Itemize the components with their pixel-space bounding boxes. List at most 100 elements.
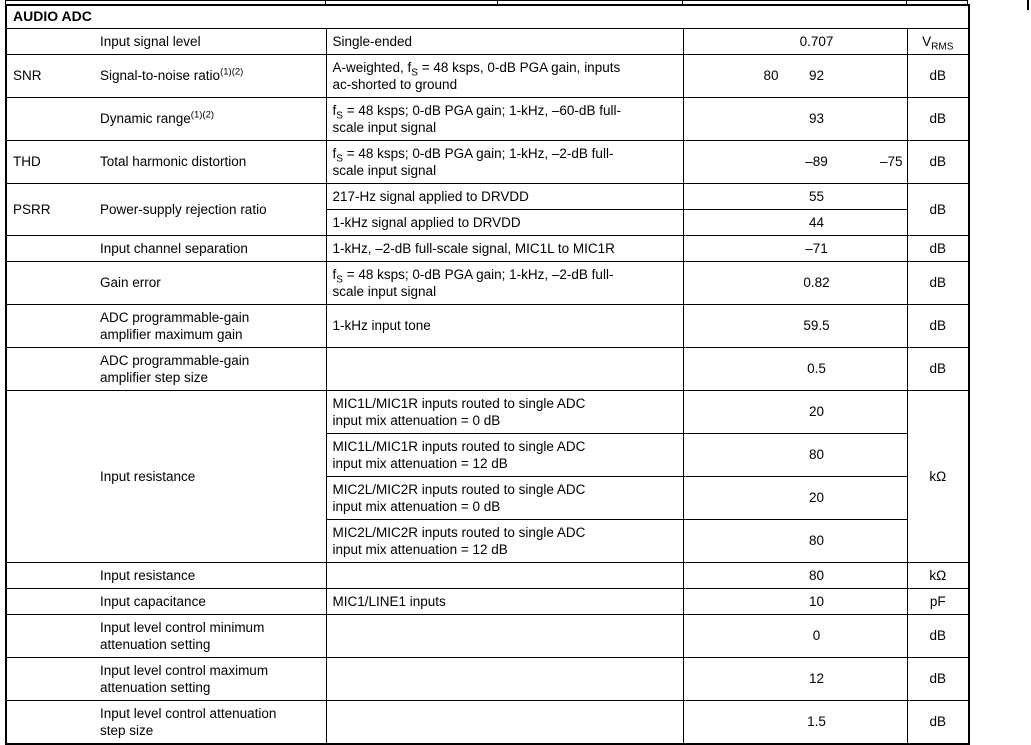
unit-cell: kΩ — [906, 561, 970, 589]
table-row: Input channel separation 1-kHz, –2-dB ful… — [5, 234, 970, 262]
condition-cell — [325, 613, 684, 658]
table-row: Gain error fS = 48 ksps; 0-dB PGA gain; 1… — [5, 260, 970, 305]
condition-cell: A-weighted, fS = 48 ksps, 0-dB PGA gain,… — [325, 53, 684, 98]
table-row: 1-kHz signal applied to DRVDD 44 — [6, 208, 969, 236]
value-grid: 80 — [684, 446, 907, 463]
value-typ: 20 — [808, 490, 825, 505]
condition-cell: 1-kHz signal applied to DRVDD — [325, 208, 684, 236]
unit-cell: dB — [906, 234, 970, 262]
table-row: Input level control attenuation step siz… — [5, 699, 970, 744]
parameter-wrap: Input resistance — [13, 567, 320, 584]
parameter-cell: THD Total harmonic distortion — [5, 139, 327, 184]
value-cell: 0.82 — [682, 260, 908, 305]
value-typ: 0 — [812, 628, 821, 643]
condition-cell: MIC2L/MIC2R inputs routed to single ADC … — [325, 518, 684, 563]
table-row: PSRR Power-supply rejection ratio 217-Hz s… — [5, 182, 970, 236]
value-typ: 10 — [808, 593, 825, 609]
table-row: Input capacitance MIC1/LINE1 inputs 10 pF — [5, 587, 970, 615]
parameter-name: ADC programmable-gain amplifier step siz… — [100, 352, 250, 385]
unit-cell: pF — [906, 587, 970, 615]
parameter-cell: Input capacitance — [5, 587, 327, 615]
parameter-name: Input signal level — [100, 33, 201, 49]
parameter-wrap: SNR Signal-to-noise ratio(1)(2) — [13, 67, 320, 84]
parameter-name: Input level control maximum attenuation … — [100, 662, 269, 695]
table-border-tick — [967, 1, 968, 4]
condition-cell — [325, 699, 684, 744]
value-cell: 80 — [682, 432, 908, 477]
parameter-cell: ADC programmable-gain amplifier maximum … — [5, 303, 327, 348]
value-typ: 12 — [808, 671, 825, 686]
value-typ: 93 — [808, 111, 825, 126]
parameter-wrap: Input level control minimum attenuation … — [13, 619, 320, 653]
parameter-wrap: Input resistance — [13, 468, 320, 485]
value-typ: 59.5 — [803, 318, 830, 333]
condition-cell — [325, 346, 684, 391]
value-cell: 0 — [682, 613, 908, 658]
value-cell: 20 — [682, 389, 908, 434]
value-grid: 55 — [684, 188, 907, 205]
table-border-tick — [325, 1, 326, 4]
value-typ: –89 — [805, 154, 828, 169]
section-header-row: AUDIO ADC — [5, 4, 970, 29]
parameter-cell: SNR Signal-to-noise ratio(1)(2) — [5, 53, 327, 98]
unit-cell: dB — [906, 260, 970, 305]
parameter-name: Power-supply rejection ratio — [100, 201, 267, 217]
value-grid: 20 — [684, 489, 907, 506]
parameter-cell: Input resistance — [5, 561, 327, 589]
value-typ: 1.5 — [807, 714, 826, 729]
unit-cell: dB — [906, 53, 970, 98]
value-typ: 20 — [808, 404, 825, 419]
value-cell: 0.707 — [682, 27, 908, 55]
value-typ: 80 — [808, 447, 825, 462]
value-grid: 93 — [684, 110, 907, 127]
unit-cell: kΩ — [906, 389, 970, 563]
table-row: ADC programmable-gain amplifier maximum … — [5, 303, 970, 348]
condition-cell: fS = 48 ksps; 0-dB PGA gain; 1-kHz, –2-d… — [325, 260, 684, 305]
value-typ: 0.707 — [799, 33, 834, 49]
value-cell: 1.5 — [682, 699, 908, 744]
value-typ: 55 — [808, 188, 825, 204]
value-cell: 44 — [682, 208, 908, 236]
parameter-wrap: ADC programmable-gain amplifier maximum … — [13, 309, 320, 343]
value-cell: 55 — [682, 182, 908, 210]
parameter-symbol: SNR — [13, 68, 42, 83]
parameter-cell: ADC programmable-gain amplifier step siz… — [5, 346, 327, 391]
table-row: ADC programmable-gain amplifier step siz… — [5, 346, 970, 391]
value-grid: 0.5 — [684, 360, 907, 377]
value-cell: 12 — [682, 656, 908, 701]
condition-cell — [325, 561, 684, 589]
parameter-name: Input level control minimum attenuation … — [100, 619, 265, 652]
condition-cell: 1-kHz, –2-dB full-scale signal, MIC1L to… — [325, 234, 684, 262]
table-row: Dynamic range(1)(2) fS = 48 ksps; 0-dB PG… — [5, 96, 970, 141]
parameter-wrap: Input channel separation — [13, 240, 320, 257]
table-row: SNR Signal-to-noise ratio(1)(2) A-weighted… — [5, 53, 970, 98]
table-row: THD Total harmonic distortion fS = 48 ksps… — [5, 139, 970, 184]
unit-cell: dB — [906, 96, 970, 141]
condition-cell: MIC1L/MIC1R inputs routed to single ADC … — [325, 389, 684, 434]
parameter-name: Dynamic range(1)(2) — [100, 109, 215, 126]
parameter-wrap: Gain error — [13, 274, 320, 291]
parameter-symbol: THD — [13, 154, 41, 169]
table-border-tick — [682, 1, 683, 4]
parameter-cell: Input level control maximum attenuation … — [5, 656, 327, 701]
section-header: AUDIO ADC — [5, 4, 970, 29]
value-typ: –71 — [805, 240, 828, 256]
parameter-cell: Input channel separation — [5, 234, 327, 262]
parameter-name: Input level control attenuation step siz… — [100, 705, 277, 738]
parameter-name: Input capacitance — [100, 593, 206, 609]
value-typ: 44 — [808, 214, 825, 230]
condition-cell: Single-ended — [325, 27, 684, 55]
parameter-name: Total harmonic distortion — [100, 154, 247, 169]
parameter-wrap: Input level control attenuation step siz… — [13, 705, 320, 739]
spec-table-body: AUDIO ADC Input signal level Single-ended… — [5, 4, 970, 744]
parameter-name: Input channel separation — [100, 240, 248, 256]
value-cell: 59.5 — [682, 303, 908, 348]
value-cell: –89 –75 — [682, 139, 908, 184]
table-border-tick — [5, 1, 6, 4]
parameter-cell: Gain error — [5, 260, 327, 305]
parameter-name: ADC programmable-gain amplifier maximum … — [100, 309, 250, 342]
parameter-wrap: Input level control maximum attenuation … — [13, 662, 320, 696]
unit-cell: dB — [906, 699, 970, 744]
unit-cell: dB — [906, 182, 970, 236]
